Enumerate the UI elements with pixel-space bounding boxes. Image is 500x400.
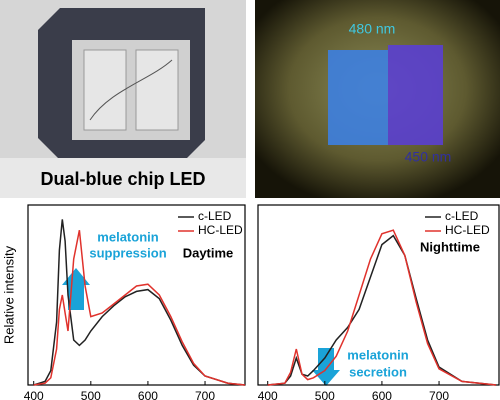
series-line: [267, 234, 497, 386]
series-line: [33, 219, 246, 386]
x-tick-label: 500: [81, 389, 101, 400]
x-tick-label: 600: [372, 389, 392, 400]
plot-frame: [257, 204, 500, 386]
legend-label: c-LED: [445, 209, 479, 223]
emission-photo: 480 nm 450 nm: [255, 0, 500, 198]
x-tick-label: 400: [258, 389, 278, 400]
legend-label: HC-LED: [198, 223, 243, 237]
photo-label: 480 nm: [349, 21, 396, 37]
annotation: melatonin: [97, 229, 158, 244]
annotation: Daytime: [183, 245, 234, 260]
photo-label: Dual-blue chip LED: [40, 169, 205, 189]
series-line: [267, 229, 497, 386]
chip-photo: Dual-blue chip LED: [0, 0, 246, 198]
annotation: Nighttime: [420, 239, 480, 254]
x-tick-label: 700: [429, 389, 449, 400]
photo-label: 450 nm: [405, 149, 452, 165]
arrow: [312, 348, 340, 386]
x-tick-label: 700: [195, 389, 215, 400]
annotation: secretion: [349, 364, 407, 379]
legend-label: HC-LED: [445, 223, 490, 237]
annotation: suppression: [89, 245, 166, 260]
plot-frame: [27, 204, 246, 386]
x-tick-label: 400: [24, 389, 44, 400]
legend-label: c-LED: [198, 209, 232, 223]
annotation: melatonin: [347, 347, 408, 362]
x-tick-label: 500: [315, 389, 335, 400]
x-tick-label: 600: [138, 389, 158, 400]
series-line: [33, 230, 246, 386]
y-axis-label: Relative intensity: [1, 245, 16, 344]
